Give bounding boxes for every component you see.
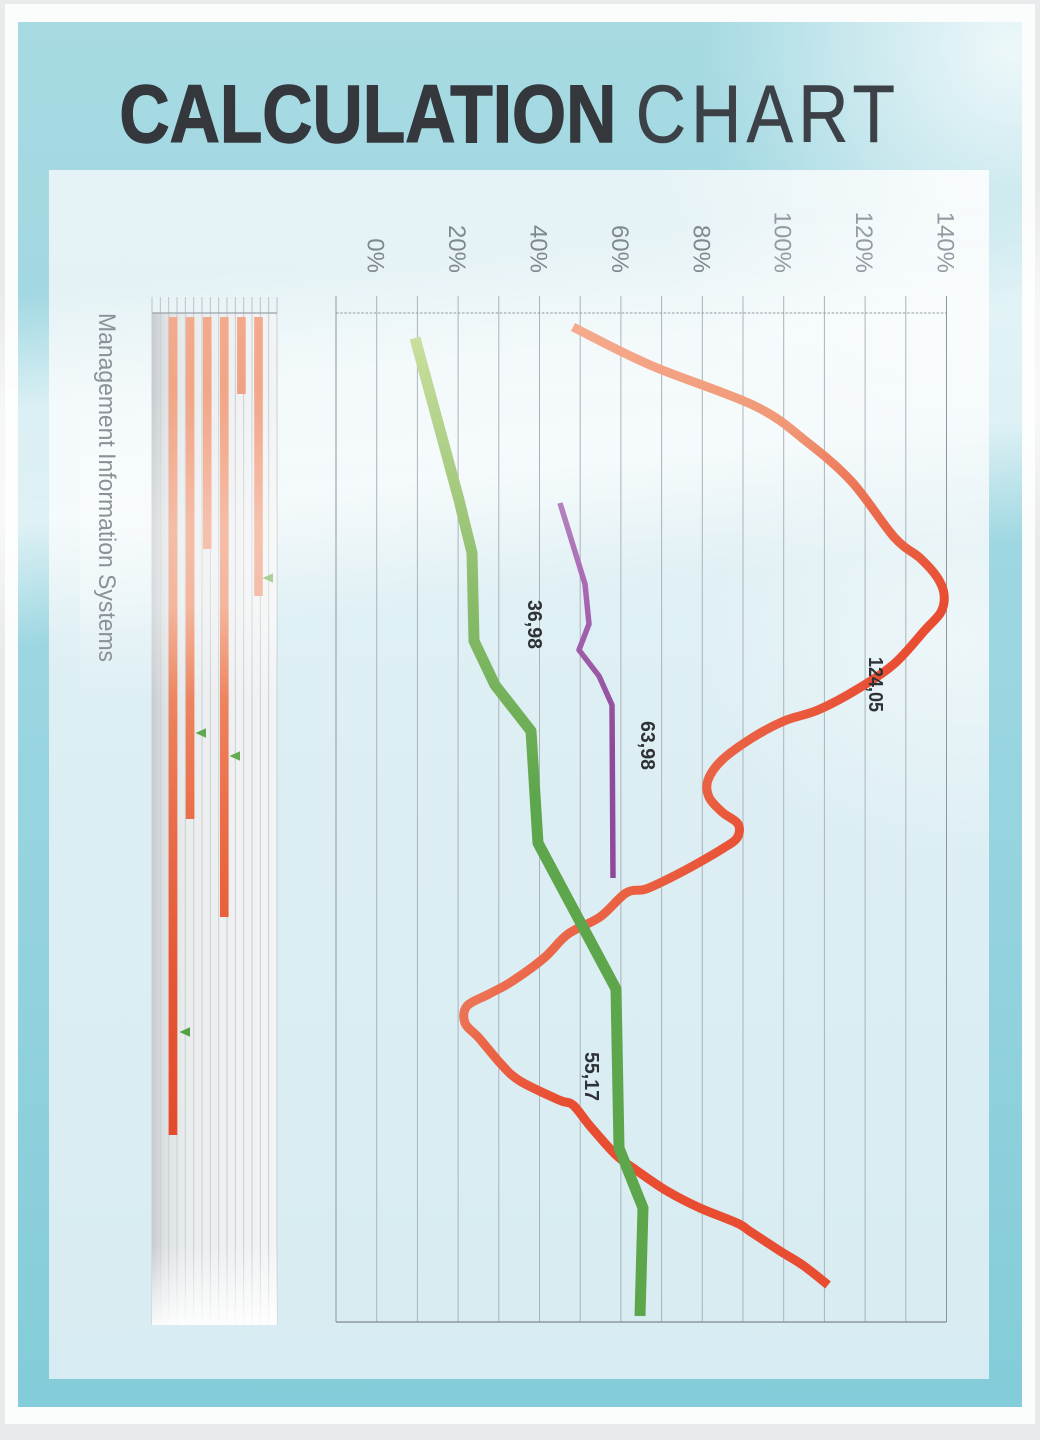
svg-text:140%: 140%	[932, 212, 959, 273]
svg-text:80%: 80%	[687, 225, 714, 273]
svg-text:0%: 0%	[362, 238, 389, 273]
svg-text:Management Information Systems: Management Information Systems	[93, 313, 120, 662]
svg-text:40%: 40%	[525, 225, 552, 273]
svg-text:20%: 20%	[443, 225, 470, 273]
svg-text:55,17: 55,17	[580, 1052, 602, 1101]
svg-text:60%: 60%	[606, 225, 633, 273]
svg-text:63,98: 63,98	[636, 721, 658, 770]
svg-text:36,98: 36,98	[523, 600, 545, 649]
svg-text:100%: 100%	[769, 212, 796, 273]
svg-text:124,05: 124,05	[864, 657, 886, 712]
svg-text:120%: 120%	[850, 212, 877, 273]
